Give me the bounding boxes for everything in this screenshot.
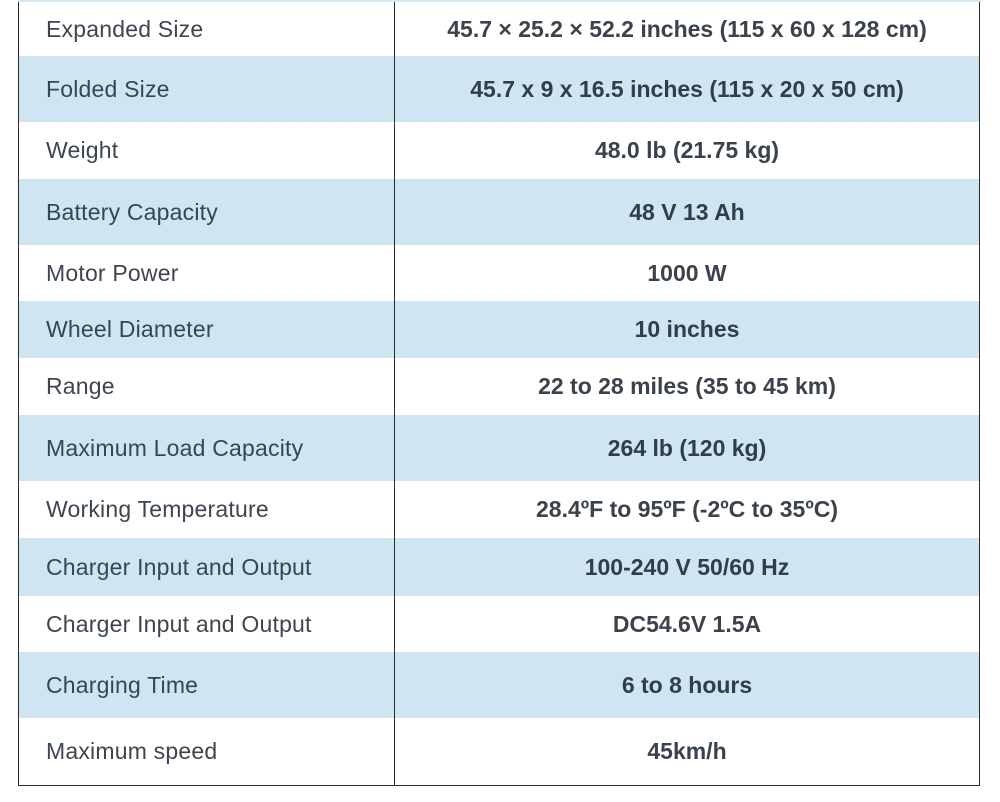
row-label: Working Temperature xyxy=(19,481,395,538)
table-row-charger-input: Charger Input and Output 100-240 V 50/60… xyxy=(19,538,979,596)
table-row-wheel-diameter: Wheel Diameter 10 inches xyxy=(19,301,979,358)
row-value: 100-240 V 50/60 Hz xyxy=(584,553,790,580)
row-label: Charger Input and Output xyxy=(19,596,395,652)
row-label: Weight xyxy=(19,122,395,179)
row-value: 1000 W xyxy=(647,259,727,286)
row-label: Charging Time xyxy=(19,652,395,718)
row-value: DC54.6V 1.5A xyxy=(612,610,762,637)
row-label: Motor Power xyxy=(19,245,395,301)
row-label: Range xyxy=(19,358,395,415)
row-value: 45.7 × 25.2 × 52.2 inches (115 x 60 x 12… xyxy=(447,15,927,42)
row-label: Maximum speed xyxy=(19,718,395,785)
table-row-range: Range 22 to 28 miles (35 to 45 km) xyxy=(19,358,979,415)
table-row-charger-output: Charger Input and Output DC54.6V 1.5A xyxy=(19,596,979,652)
table-top-strip xyxy=(18,0,981,2)
row-label: Expanded Size xyxy=(19,2,395,56)
table-row-maximum-speed: Maximum speed 45km/h xyxy=(19,718,979,785)
table-row-maximum-load-capacity: Maximum Load Capacity 264 lb (120 kg) xyxy=(19,415,979,481)
table-row-expanded-size: Expanded Size 45.7 × 25.2 × 52.2 inches … xyxy=(19,2,979,56)
specifications-table: Expanded Size 45.7 × 25.2 × 52.2 inches … xyxy=(18,2,980,786)
table-row-working-temperature: Working Temperature 28.4ºF to 95ºF (-2ºC… xyxy=(19,481,979,538)
table-row-weight: Weight 48.0 lb (21.75 kg) xyxy=(19,122,979,179)
row-value: 28.4ºF to 95ºF (-2ºC to 35ºC) xyxy=(536,496,838,522)
row-value: 45km/h xyxy=(647,738,727,764)
row-label: Wheel Diameter xyxy=(19,301,395,358)
row-value: 48.0 lb (21.75 kg) xyxy=(594,137,780,163)
row-label: Folded Size xyxy=(19,56,395,122)
row-value: 48 V 13 Ah xyxy=(629,198,745,225)
row-label: Charger Input and Output xyxy=(19,538,395,596)
row-label: Battery Capacity xyxy=(19,179,395,245)
row-value: 45.7 x 9 x 16.5 inches (115 x 20 x 50 cm… xyxy=(470,75,904,102)
table-row-charging-time: Charging Time 6 to 8 hours xyxy=(19,652,979,718)
row-value: 6 to 8 hours xyxy=(621,671,753,698)
table-row-battery-capacity: Battery Capacity 48 V 13 Ah xyxy=(19,179,979,245)
row-label: Maximum Load Capacity xyxy=(19,415,395,481)
row-value: 10 inches xyxy=(634,316,740,342)
row-value: 22 to 28 miles (35 to 45 km) xyxy=(538,373,836,399)
table-row-folded-size: Folded Size 45.7 x 9 x 16.5 inches (115 … xyxy=(19,56,979,122)
row-value: 264 lb (120 kg) xyxy=(607,434,767,461)
table-row-motor-power: Motor Power 1000 W xyxy=(19,245,979,301)
